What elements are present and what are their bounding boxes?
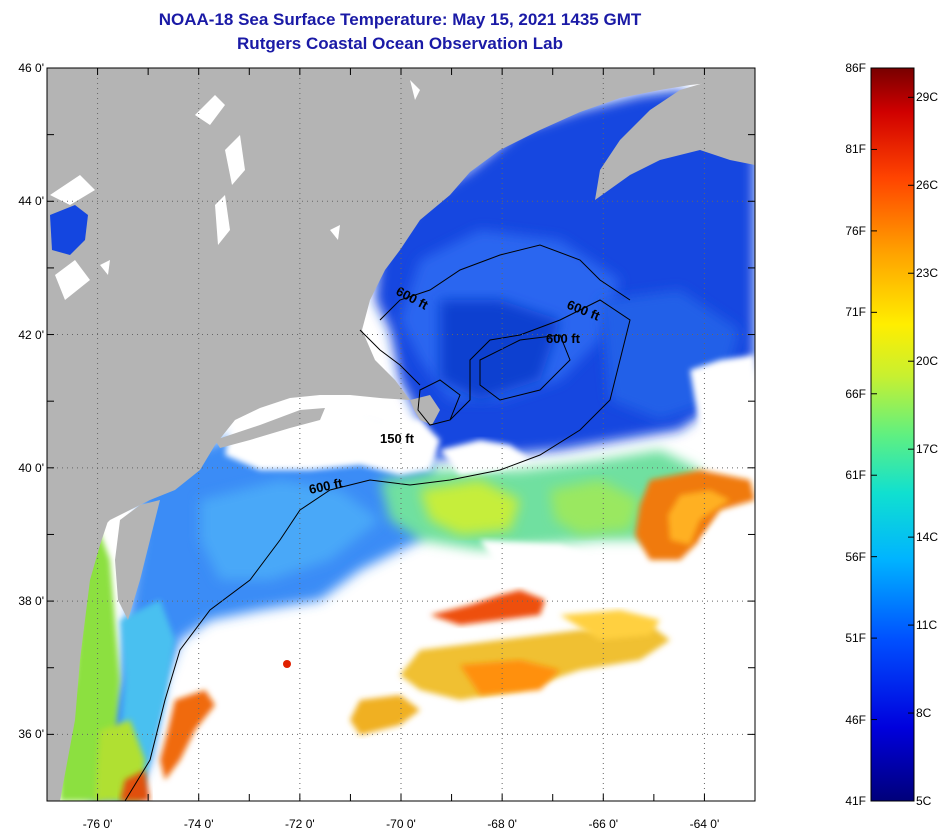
colorbar-ticks — [871, 67, 914, 802]
contour-label: 600 ft — [546, 331, 581, 346]
land — [47, 68, 755, 801]
latitude-tick-label: 38 0' — [18, 594, 44, 609]
colorbar-celsius-label: 26C — [916, 178, 939, 193]
colorbar-celsius-label: 29C — [916, 90, 939, 105]
colorbar-fahrenheit-label: 66F — [845, 386, 866, 401]
sst-field — [60, 90, 755, 801]
longitude-tick-label: -66 0' — [588, 817, 619, 831]
colorbar-celsius-label: 20C — [916, 354, 939, 369]
colorbar-celsius-label: 8C — [916, 706, 932, 721]
colorbar-fahrenheit-label: 46F — [845, 712, 866, 727]
latitude-tick-label: 36 0' — [18, 727, 44, 742]
latitude-tick-label: 42 0' — [18, 327, 44, 342]
colorbar — [870, 67, 915, 802]
map-gridlines — [47, 68, 755, 801]
longitude-tick-label: -76 0' — [82, 817, 113, 831]
colorbar-celsius-label: 23C — [916, 266, 939, 281]
map-ticks — [46, 67, 756, 802]
longitude-tick-label: -74 0' — [183, 817, 214, 831]
colorbar-fahrenheit-label: 51F — [845, 631, 866, 646]
inland-water — [50, 205, 88, 255]
colorbar-fahrenheit-label: 76F — [845, 223, 866, 238]
latitude-tick-label: 44 0' — [18, 194, 44, 209]
contour-label: 150 ft — [380, 431, 415, 446]
colorbar-celsius-label: 11C — [916, 618, 938, 633]
land-cloud-specks — [50, 80, 420, 300]
longitude-tick-label: -72 0' — [285, 817, 315, 831]
colorbar-fahrenheit-label: 61F — [845, 468, 866, 483]
contour-label: 600 ft — [308, 475, 345, 497]
map-subtitle: Rutgers Coastal Ocean Observation Lab — [237, 34, 563, 53]
colorbar-fahrenheit-label: 41F — [845, 794, 866, 808]
colorbar-celsius-label: 14C — [916, 530, 939, 545]
longitude-tick-label: -70 0' — [386, 817, 416, 831]
latitude-tick-label: 46 0' — [18, 61, 44, 75]
longitude-tick-label: -64 0' — [689, 817, 720, 831]
colorbar-fahrenheit-label: 71F — [845, 305, 866, 320]
bathymetry-contours — [124, 244, 631, 801]
colorbar-celsius-label: 17C — [916, 442, 939, 457]
colorbar-fahrenheit-label: 81F — [845, 142, 866, 157]
colorbar-fahrenheit-label: 56F — [845, 549, 866, 564]
longitude-tick-label: -68 0' — [487, 817, 517, 831]
map-title: NOAA-18 Sea Surface Temperature: May 15,… — [158, 10, 642, 29]
latitude-tick-label: 40 0' — [18, 460, 44, 475]
colorbar-celsius-label: 5C — [916, 794, 932, 808]
colorbar-fahrenheit-label: 86F — [845, 61, 866, 75]
